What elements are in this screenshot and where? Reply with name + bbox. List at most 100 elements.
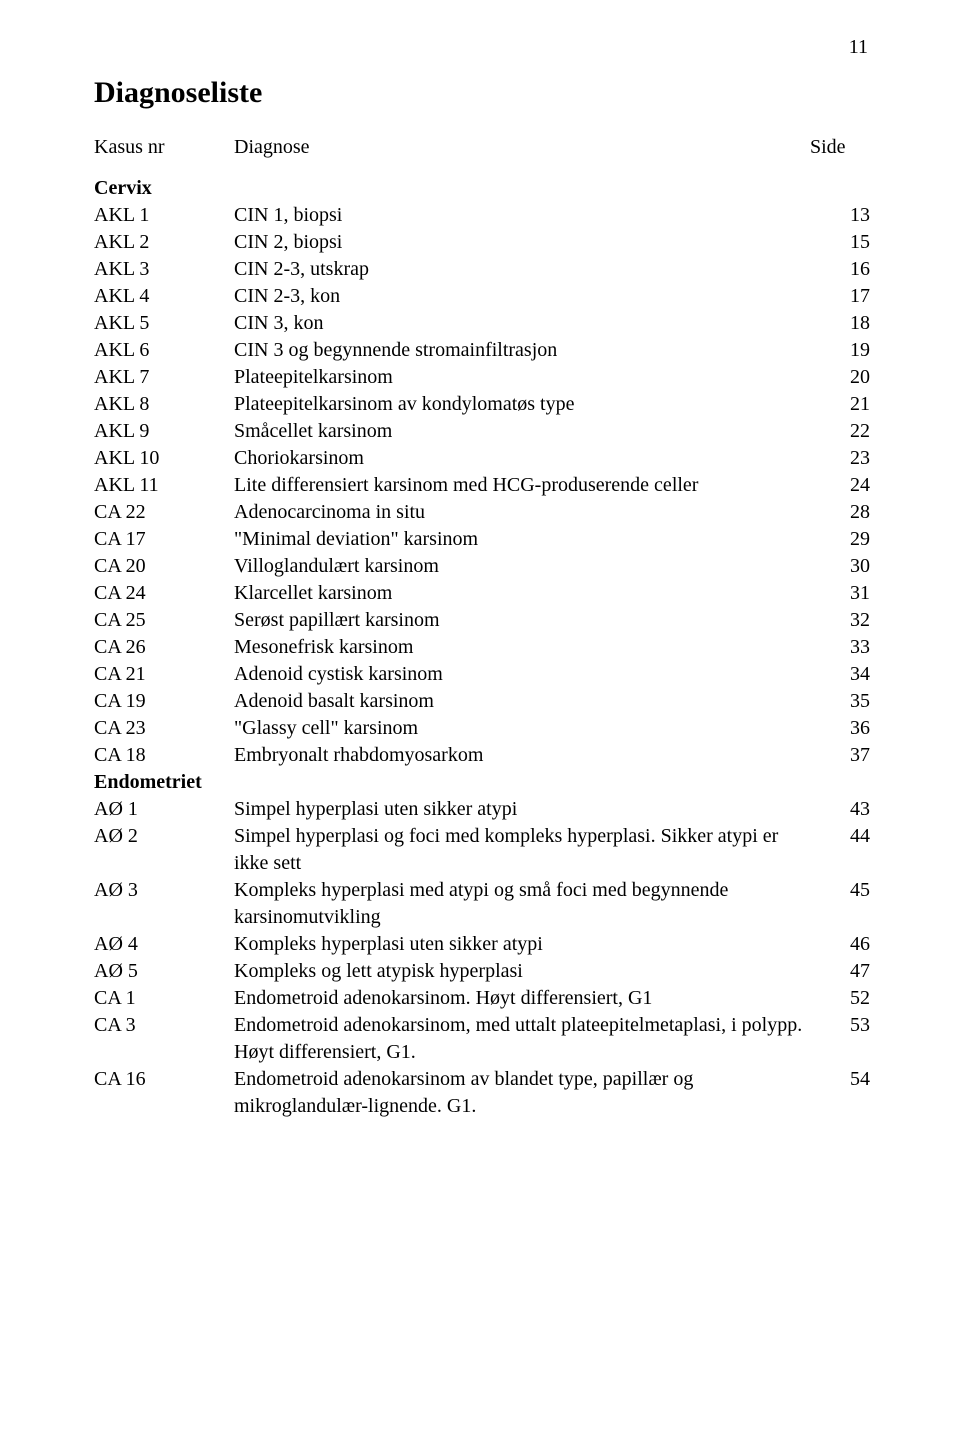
section-heading: Cervix <box>94 177 870 200</box>
cell-code: AKL 7 <box>94 364 234 391</box>
document-page: 11 Diagnoseliste Kasus nr Diagnose Side … <box>0 0 960 1429</box>
section-heading: Endometriet <box>94 771 870 794</box>
table-row: CA 24Klarcellet karsinom31 <box>94 580 870 607</box>
cell-diagnosis: CIN 1, biopsi <box>234 202 828 229</box>
table-row: AØ 1Simpel hyperplasi uten sikker atypi4… <box>94 796 870 823</box>
cell-side: 53 <box>828 1012 870 1039</box>
cell-diagnosis: Klarcellet karsinom <box>234 580 828 607</box>
table-row: AKL 5CIN 3, kon18 <box>94 310 870 337</box>
cell-code: CA 21 <box>94 661 234 688</box>
cell-diagnosis: CIN 2, biopsi <box>234 229 828 256</box>
cell-diagnosis: Kompleks og lett atypisk hyperplasi <box>234 958 828 985</box>
cell-side: 13 <box>828 202 870 229</box>
cell-diagnosis: Endometroid adenokarsinom av blandet typ… <box>234 1066 828 1120</box>
table-row: CA 18Embryonalt rhabdomyosarkom37 <box>94 742 870 769</box>
cell-code: AKL 9 <box>94 418 234 445</box>
cell-code: CA 18 <box>94 742 234 769</box>
cell-side: 46 <box>828 931 870 958</box>
cell-code: AØ 1 <box>94 796 234 823</box>
cell-code: AØ 2 <box>94 823 234 850</box>
cell-code: AKL 11 <box>94 472 234 499</box>
table-row: AKL 11Lite differensiert karsinom med HC… <box>94 472 870 499</box>
cell-diagnosis: Plateepitelkarsinom av kondylomatøs type <box>234 391 828 418</box>
cell-code: CA 16 <box>94 1066 234 1093</box>
cell-code: CA 3 <box>94 1012 234 1039</box>
cell-side: 45 <box>828 877 870 904</box>
cell-side: 22 <box>828 418 870 445</box>
cell-code: AKL 2 <box>94 229 234 256</box>
cell-side: 21 <box>828 391 870 418</box>
cell-side: 30 <box>828 553 870 580</box>
table-row: CA 3Endometroid adenokarsinom, med uttal… <box>94 1012 870 1066</box>
header-side: Side <box>810 136 870 159</box>
cell-side: 28 <box>828 499 870 526</box>
cell-diagnosis: "Minimal deviation" karsinom <box>234 526 828 553</box>
table-row: CA 22Adenocarcinoma in situ28 <box>94 499 870 526</box>
cell-diagnosis: CIN 2-3, kon <box>234 283 828 310</box>
cell-diagnosis: Kompleks hyperplasi uten sikker atypi <box>234 931 828 958</box>
table-row: CA 26Mesonefrisk karsinom33 <box>94 634 870 661</box>
cell-side: 32 <box>828 607 870 634</box>
cell-diagnosis: Lite differensiert karsinom med HCG-prod… <box>234 472 828 499</box>
table-row: CA 20Villoglandulært karsinom30 <box>94 553 870 580</box>
table-row: AKL 6CIN 3 og begynnende stromainfiltras… <box>94 337 870 364</box>
page-title: Diagnoseliste <box>94 76 870 110</box>
cell-code: AKL 10 <box>94 445 234 472</box>
cell-code: CA 19 <box>94 688 234 715</box>
cell-side: 52 <box>828 985 870 1012</box>
cell-code: AKL 6 <box>94 337 234 364</box>
table-row: CA 1Endometroid adenokarsinom. Høyt diff… <box>94 985 870 1012</box>
cell-side: 35 <box>828 688 870 715</box>
cell-code: CA 1 <box>94 985 234 1012</box>
cell-code: CA 25 <box>94 607 234 634</box>
cell-side: 24 <box>828 472 870 499</box>
cell-code: CA 23 <box>94 715 234 742</box>
cell-code: CA 20 <box>94 553 234 580</box>
cell-diagnosis: CIN 2-3, utskrap <box>234 256 828 283</box>
cell-side: 34 <box>828 661 870 688</box>
cell-side: 15 <box>828 229 870 256</box>
cell-diagnosis: Adenocarcinoma in situ <box>234 499 828 526</box>
table-row: AKL 7Plateepitelkarsinom20 <box>94 364 870 391</box>
table-row: AKL 2CIN 2, biopsi15 <box>94 229 870 256</box>
cell-side: 43 <box>828 796 870 823</box>
table-row: AØ 4Kompleks hyperplasi uten sikker atyp… <box>94 931 870 958</box>
cell-code: AØ 5 <box>94 958 234 985</box>
cell-side: 31 <box>828 580 870 607</box>
table-row: AØ 2Simpel hyperplasi og foci med komple… <box>94 823 870 877</box>
table-row: AKL 1CIN 1, biopsi13 <box>94 202 870 229</box>
table-row: AKL 9Småcellet karsinom22 <box>94 418 870 445</box>
table-row: CA 17"Minimal deviation" karsinom29 <box>94 526 870 553</box>
cell-side: 47 <box>828 958 870 985</box>
table-row: AØ 5Kompleks og lett atypisk hyperplasi4… <box>94 958 870 985</box>
cell-diagnosis: Adenoid basalt karsinom <box>234 688 828 715</box>
cell-diagnosis: "Glassy cell" karsinom <box>234 715 828 742</box>
cell-diagnosis: Simpel hyperplasi og foci med kompleks h… <box>234 823 828 877</box>
table-row: AKL 4CIN 2-3, kon17 <box>94 283 870 310</box>
cell-diagnosis: Simpel hyperplasi uten sikker atypi <box>234 796 828 823</box>
table-row: CA 21Adenoid cystisk karsinom34 <box>94 661 870 688</box>
cell-diagnosis: Endometroid adenokarsinom. Høyt differen… <box>234 985 828 1012</box>
cell-diagnosis: Embryonalt rhabdomyosarkom <box>234 742 828 769</box>
cell-diagnosis: CIN 3, kon <box>234 310 828 337</box>
cell-side: 54 <box>828 1066 870 1093</box>
cell-code: AKL 4 <box>94 283 234 310</box>
table-row: AØ 3Kompleks hyperplasi med atypi og små… <box>94 877 870 931</box>
cell-diagnosis: Villoglandulært karsinom <box>234 553 828 580</box>
cell-code: AKL 8 <box>94 391 234 418</box>
cell-code: CA 22 <box>94 499 234 526</box>
cell-side: 36 <box>828 715 870 742</box>
cell-side: 18 <box>828 310 870 337</box>
cell-diagnosis: Adenoid cystisk karsinom <box>234 661 828 688</box>
header-diagnosis: Diagnose <box>234 136 810 159</box>
table-row: AKL 10Choriokarsinom23 <box>94 445 870 472</box>
table-row: CA 23"Glassy cell" karsinom36 <box>94 715 870 742</box>
cell-side: 19 <box>828 337 870 364</box>
table-row: CA 16Endometroid adenokarsinom av blande… <box>94 1066 870 1120</box>
page-number: 11 <box>849 36 868 59</box>
cell-diagnosis: Serøst papillært karsinom <box>234 607 828 634</box>
cell-code: CA 17 <box>94 526 234 553</box>
table-row: CA 25Serøst papillært karsinom32 <box>94 607 870 634</box>
cell-code: CA 24 <box>94 580 234 607</box>
table-row: CA 19Adenoid basalt karsinom35 <box>94 688 870 715</box>
